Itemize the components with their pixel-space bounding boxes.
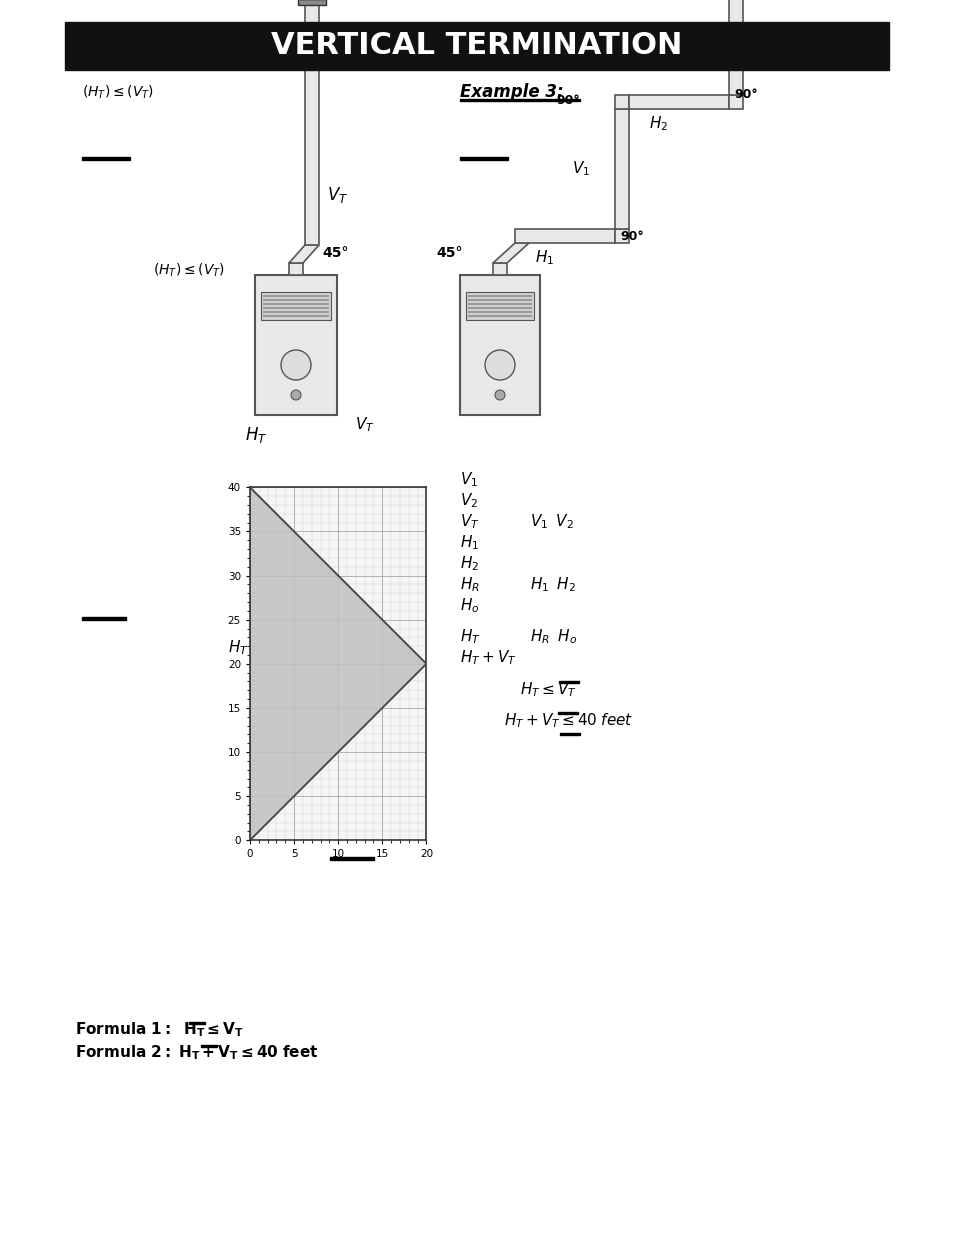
- Circle shape: [281, 350, 311, 380]
- Text: 45°: 45°: [322, 246, 348, 261]
- Bar: [615, 109, 628, 228]
- Bar: [615, 95, 628, 109]
- Text: Example 3:: Example 3:: [459, 83, 563, 101]
- Text: $(H_T) \leq (V_T)$: $(H_T) \leq (V_T)$: [152, 262, 225, 279]
- Bar: [468, 311, 532, 312]
- Bar: [558, 680, 578, 683]
- Text: 90°: 90°: [619, 230, 643, 243]
- Text: $V_1 \;\; V_2$: $V_1 \;\; V_2$: [530, 513, 574, 531]
- Text: $V_1$: $V_1$: [459, 471, 477, 489]
- Text: 90°: 90°: [556, 95, 579, 107]
- Bar: [289, 263, 303, 275]
- Text: $H_2$: $H_2$: [648, 115, 667, 133]
- Bar: [465, 291, 534, 320]
- Bar: [263, 311, 329, 312]
- Bar: [558, 713, 578, 714]
- Bar: [330, 857, 374, 860]
- Bar: [82, 618, 126, 620]
- Text: $H_o$: $H_o$: [459, 597, 479, 615]
- Bar: [263, 315, 329, 317]
- Polygon shape: [493, 243, 529, 263]
- Circle shape: [495, 390, 504, 400]
- Text: $V_2$: $V_2$: [459, 492, 477, 510]
- Bar: [65, 22, 888, 70]
- Text: $H_T$: $H_T$: [459, 627, 480, 646]
- Bar: [515, 228, 615, 243]
- Text: $\mathbf{Formula\ 1:\ \ H_T \leq V_T}$: $\mathbf{Formula\ 1:\ \ H_T \leq V_T}$: [75, 1020, 244, 1040]
- Bar: [261, 291, 331, 320]
- Text: $H_T + V_T \leq 40 \; feet$: $H_T + V_T \leq 40 \; feet$: [503, 711, 633, 730]
- Text: $H_1 \;\; H_2$: $H_1 \;\; H_2$: [530, 576, 576, 594]
- Text: $H_1$: $H_1$: [535, 248, 554, 267]
- Text: $V_1$: $V_1$: [571, 159, 589, 178]
- Bar: [728, 0, 742, 95]
- Polygon shape: [289, 245, 318, 263]
- Bar: [468, 295, 532, 296]
- Polygon shape: [250, 488, 426, 840]
- Text: 90°: 90°: [733, 89, 757, 101]
- Bar: [468, 299, 532, 301]
- Text: $H_2$: $H_2$: [459, 555, 478, 573]
- Text: $H_R$: $H_R$: [459, 576, 479, 594]
- Circle shape: [291, 390, 301, 400]
- Bar: [263, 295, 329, 296]
- Bar: [468, 308, 532, 309]
- Text: $H_T + V_T$: $H_T + V_T$: [459, 648, 517, 667]
- Bar: [263, 299, 329, 301]
- Bar: [493, 263, 506, 275]
- Bar: [468, 315, 532, 317]
- Text: $(H_T) \leq (V_T)$: $(H_T) \leq (V_T)$: [82, 83, 153, 101]
- Bar: [728, 95, 742, 109]
- Text: $H_T$: $H_T$: [245, 425, 267, 445]
- Text: $V_T$: $V_T$: [459, 513, 479, 531]
- Bar: [559, 734, 579, 735]
- Text: $H_T$: $H_T$: [228, 638, 248, 657]
- Bar: [263, 303, 329, 305]
- Bar: [459, 99, 579, 101]
- Text: $H_T \leq V_T$: $H_T \leq V_T$: [519, 680, 577, 699]
- Bar: [82, 157, 130, 161]
- Bar: [189, 1023, 205, 1024]
- Text: 45°: 45°: [436, 246, 462, 261]
- Bar: [628, 95, 728, 109]
- Bar: [459, 275, 539, 415]
- Text: $V_T$: $V_T$: [355, 416, 375, 435]
- Text: $H_1$: $H_1$: [459, 534, 478, 552]
- Bar: [201, 1045, 216, 1047]
- Text: $\mathbf{Formula\ 2:\ H_T + V_T \leq 40\ feet}$: $\mathbf{Formula\ 2:\ H_T + V_T \leq 40\…: [75, 1044, 318, 1062]
- Bar: [263, 308, 329, 309]
- Bar: [305, 5, 318, 245]
- Text: VERTICAL TERMINATION: VERTICAL TERMINATION: [271, 32, 682, 61]
- Circle shape: [484, 350, 515, 380]
- Bar: [254, 275, 336, 415]
- Bar: [615, 228, 628, 243]
- Text: $V_T$: $V_T$: [327, 185, 348, 205]
- Bar: [468, 303, 532, 305]
- Bar: [459, 157, 507, 161]
- Text: $H_R \;\; H_o$: $H_R \;\; H_o$: [530, 627, 577, 646]
- Bar: [297, 0, 326, 5]
